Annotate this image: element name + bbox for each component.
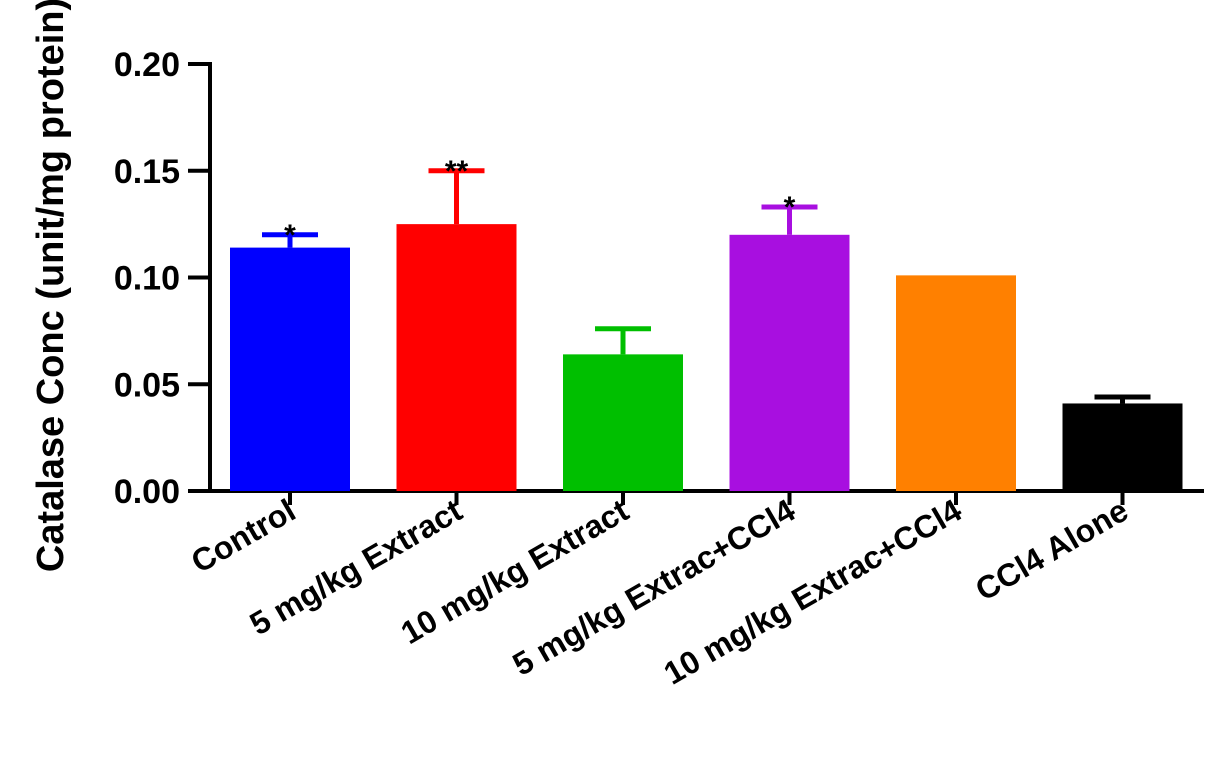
- y-axis-title: Catalase Conc (unit/mg protein): [30, 0, 72, 572]
- x-tick-label: 10 mg/kg Extrac+CCl4: [658, 492, 968, 692]
- bars: ****: [230, 155, 1183, 492]
- x-tick-label: CCl4 Alone: [969, 492, 1134, 608]
- significance-annotation: *: [784, 191, 796, 224]
- y-tick-label: 0.15: [114, 153, 180, 191]
- x-tick-label: Control: [185, 492, 302, 580]
- bar: [1062, 403, 1183, 491]
- significance-annotation: *: [284, 219, 296, 252]
- significance-annotation: **: [445, 155, 469, 188]
- y-tick-label: 0.05: [114, 366, 180, 404]
- y-tick-label: 0.20: [114, 46, 180, 84]
- y-tick-label: 0.00: [114, 473, 180, 511]
- bar: [729, 234, 850, 492]
- y-tick-label: 0.10: [114, 260, 180, 298]
- y-ticks: 0.00 0.05 0.10 0.15 0.20: [114, 46, 210, 511]
- x-tick-label: 5 mg/kg Extrac+CCl4: [507, 492, 802, 683]
- bar: [563, 354, 683, 491]
- bar: [396, 224, 517, 491]
- bar: [896, 275, 1016, 491]
- bar: [230, 247, 350, 491]
